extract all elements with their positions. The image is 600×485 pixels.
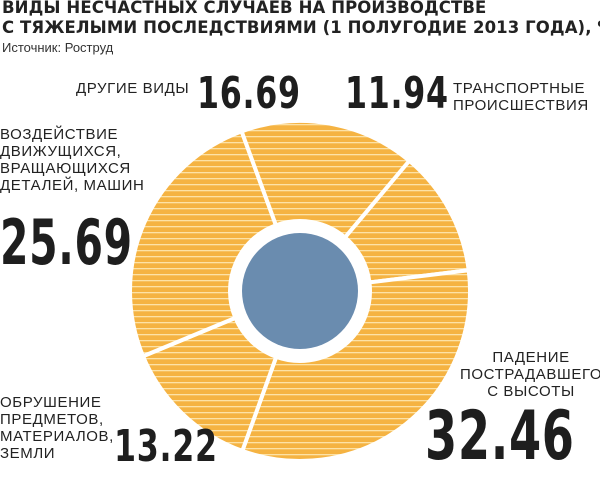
slice-value-collapse: 13.22: [114, 421, 218, 472]
slice-label-fall: ПАДЕНИЕ ПОСТРАДАВШЕГО С ВЫСОТЫ: [460, 349, 600, 400]
slice-label-machines: ВОЗДЕЙСТВИЕ ДВИЖУЩИХСЯ, ВРАЩАЮЩИХСЯ ДЕТА…: [0, 126, 144, 194]
chart-title-line: ВИДЫ НЕСЧАСТНЫХ СЛУЧАЕВ НА ПРОИЗВОДСТВЕ: [2, 0, 487, 17]
slice-label-line: ЗЕМЛИ: [0, 445, 56, 462]
slice-label-line: ДВИЖУЩИХСЯ,: [0, 143, 122, 160]
center-circle: [242, 233, 358, 349]
slices-group: [128, 119, 472, 463]
source-note: Источник: Роструд: [2, 40, 114, 55]
slice-label-line: ПОСТРАДАВШЕГО: [460, 366, 600, 383]
chart-title: ВИДЫ НЕСЧАСТНЫХ СЛУЧАЕВ НА ПРОИЗВОДСТВЕ …: [2, 0, 600, 38]
slice-label-line: С ВЫСОТЫ: [487, 383, 575, 400]
slice-label-line: ПРЕДМЕТОВ,: [0, 411, 104, 428]
slice-label-other: ДРУГИЕ ВИДЫ: [76, 80, 189, 97]
slice-label-transport: ТРАНСПОРТНЫЕ ПРОИСШЕСТВИЯ: [453, 80, 589, 114]
donut-slice-machines: [128, 129, 278, 359]
slice-value-machines: 25.69: [0, 206, 133, 279]
donut-slice-other: [239, 119, 412, 240]
donut-slice-fall: [240, 268, 472, 463]
slice-value-other: 16.69: [197, 68, 301, 119]
slice-label-line: ПАДЕНИЕ: [492, 349, 570, 366]
chart-title-line: С ТЯЖЕЛЫМИ ПОСЛЕДСТВИЯМИ (1 ПОЛУГОДИЕ 20…: [2, 18, 600, 37]
slice-value-transport: 11.94: [345, 68, 449, 119]
slice-label-line: ПРОИСШЕСТВИЯ: [453, 97, 589, 114]
slice-value-fall: 32.46: [425, 397, 575, 476]
slice-label-collapse: ОБРУШЕНИЕ ПРЕДМЕТОВ, МАТЕРИАЛОВ, ЗЕМЛИ: [0, 394, 114, 462]
slice-label-line: ВОЗДЕЙСТВИЕ: [0, 126, 119, 143]
slice-label-line: ТРАНСПОРТНЫЕ: [453, 80, 586, 97]
slice-label-line: ОБРУШЕНИЕ: [0, 394, 102, 411]
slice-label-line: ДЕТАЛЕЙ, МАШИН: [0, 177, 145, 194]
slice-label-line: МАТЕРИАЛОВ,: [0, 428, 114, 445]
slice-label-line: ВРАЩАЮЩИХСЯ: [0, 160, 131, 177]
slice-label-line: ДРУГИЕ ВИДЫ: [76, 80, 190, 97]
